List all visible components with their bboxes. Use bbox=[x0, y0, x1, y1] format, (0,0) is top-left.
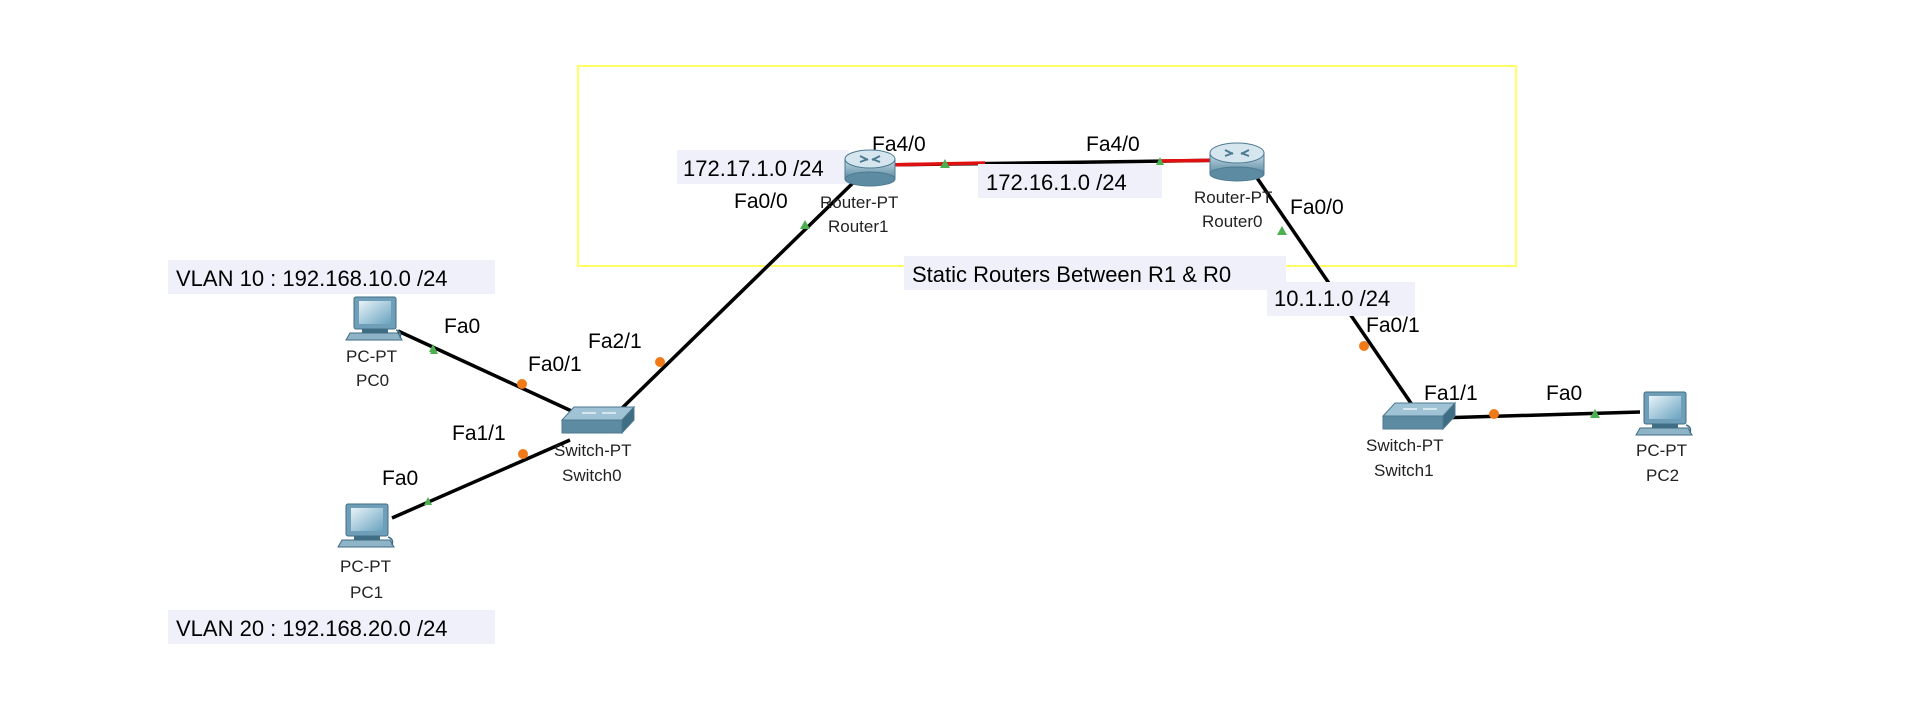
link-pc0-switch0[interactable] bbox=[397, 329, 579, 416]
pc1-name: PC1 bbox=[350, 583, 383, 602]
vlan10-label: VLAN 10 : 192.168.10.0 /24 bbox=[176, 266, 448, 291]
r0-lan-label: 10.1.1.0 /24 bbox=[1274, 286, 1390, 311]
link-switch0-router1[interactable] bbox=[616, 176, 860, 414]
port-label-sw0-fa1-1: Fa1/1 bbox=[452, 422, 506, 445]
router0-name: Router0 bbox=[1202, 212, 1262, 231]
port-label-sw1-fa0-1: Fa0/1 bbox=[1366, 314, 1420, 337]
pc2-model: PC-PT bbox=[1636, 441, 1687, 460]
pc1-model: PC-PT bbox=[340, 557, 391, 576]
port-label-r1-fa0-0: Fa0/0 bbox=[734, 190, 788, 213]
port-label-pc2-fa0: Fa0 bbox=[1546, 382, 1582, 405]
port-label-sw1-fa1-1: Fa1/1 bbox=[1424, 382, 1478, 405]
device-router0[interactable]: Router-PT Router0 bbox=[1194, 142, 1272, 231]
port-label-pc1-fa0: Fa0 bbox=[382, 467, 418, 490]
device-switch0[interactable]: Switch-PT Switch0 bbox=[554, 405, 636, 485]
router1-name: Router1 bbox=[828, 217, 888, 236]
port-up-indicator bbox=[1277, 226, 1287, 235]
pc-icon bbox=[345, 296, 403, 341]
port-wait-indicator bbox=[517, 379, 527, 389]
port-indicators bbox=[424, 157, 1600, 505]
r0-lan-label-box bbox=[1267, 282, 1415, 316]
port-label-pc0-fa0: Fa0 bbox=[444, 315, 480, 338]
port-wait-indicator bbox=[1359, 341, 1369, 351]
port-labels: Fa0 Fa0/1 Fa0 Fa1/1 Fa2/1 Fa0/0 Fa4/0 Fa… bbox=[382, 133, 1582, 490]
link-switch1-pc2[interactable] bbox=[1437, 410, 1641, 420]
port-up-indicator bbox=[424, 497, 432, 505]
vlan20-label-box bbox=[168, 610, 495, 644]
port-up-indicator bbox=[1156, 157, 1164, 165]
links bbox=[391, 158, 1641, 520]
r1-lan-label: 172.17.1.0 /24 bbox=[683, 156, 824, 181]
port-up-indicator bbox=[800, 220, 810, 229]
router-icon bbox=[844, 149, 896, 187]
router1-model: Router-PT bbox=[820, 193, 898, 212]
r1-lan-label-box bbox=[677, 150, 849, 184]
link-router1-router0-red-left bbox=[879, 161, 986, 167]
switch0-name: Switch0 bbox=[562, 466, 622, 485]
port-wait-indicator bbox=[655, 357, 665, 367]
pc0-model: PC-PT bbox=[346, 347, 397, 366]
router-link-label: 172.16.1.0 /24 bbox=[986, 170, 1127, 195]
port-label-sw0-fa2-1: Fa2/1 bbox=[588, 330, 642, 353]
port-label-r1-fa4-0: Fa4/0 bbox=[872, 133, 926, 156]
device-switch1[interactable]: Switch-PT Switch1 bbox=[1366, 401, 1457, 480]
vlan10-label-box bbox=[168, 260, 495, 294]
switch1-name: Switch1 bbox=[1374, 461, 1434, 480]
switch1-model: Switch-PT bbox=[1366, 436, 1443, 455]
pc-icon bbox=[337, 503, 395, 548]
router-link-label-box bbox=[978, 164, 1162, 198]
port-up-indicator bbox=[1590, 409, 1600, 418]
port-up-indicator bbox=[940, 159, 950, 168]
switch0-model: Switch-PT bbox=[554, 441, 631, 460]
device-router1[interactable]: Router-PT Router1 bbox=[820, 149, 898, 236]
port-wait-indicator bbox=[518, 449, 528, 459]
static-routing-area-title: Static Routers Between R1 & R0 bbox=[912, 262, 1231, 287]
device-pc0[interactable]: PC-PT PC0 bbox=[345, 296, 403, 390]
link-pc1-switch0[interactable] bbox=[391, 438, 571, 520]
router-icon bbox=[1209, 142, 1265, 182]
switch-icon bbox=[1381, 401, 1457, 431]
static-routing-area[interactable]: Static Routers Between R1 & R0 bbox=[577, 65, 1517, 290]
vlan20-label: VLAN 20 : 192.168.20.0 /24 bbox=[176, 616, 448, 641]
pc0-name: PC0 bbox=[356, 371, 389, 390]
pc2-name: PC2 bbox=[1646, 466, 1679, 485]
switch-icon bbox=[560, 405, 636, 435]
port-label-sw0-fa0-1: Fa0/1 bbox=[528, 353, 582, 376]
network-labels: VLAN 10 : 192.168.10.0 /24 VLAN 20 : 192… bbox=[168, 150, 1415, 644]
port-label-r0-fa0-0: Fa0/0 bbox=[1290, 196, 1344, 219]
port-label-r0-fa4-0: Fa4/0 bbox=[1086, 133, 1140, 156]
static-routing-area-title-box bbox=[904, 256, 1286, 290]
port-up-indicator bbox=[430, 346, 438, 354]
device-pc2[interactable]: PC-PT PC2 bbox=[1635, 391, 1693, 485]
port-wait-indicator bbox=[1489, 409, 1499, 419]
pc-icon bbox=[1635, 391, 1693, 436]
device-pc1[interactable]: PC-PT PC1 bbox=[337, 503, 395, 602]
router0-model: Router-PT bbox=[1194, 188, 1272, 207]
